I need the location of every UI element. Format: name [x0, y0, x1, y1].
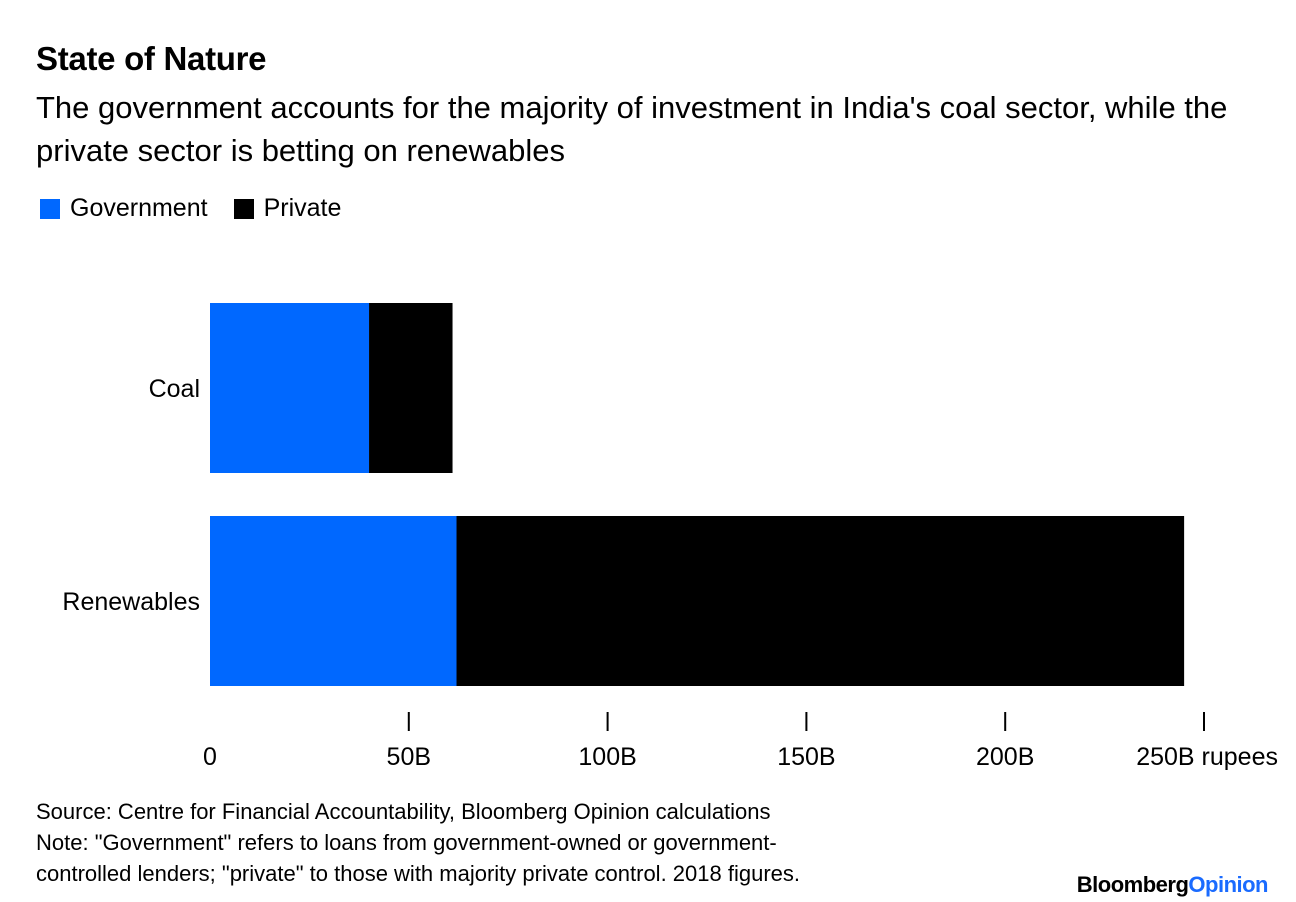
legend-swatch-government — [40, 198, 60, 219]
note-line-2: controlled lenders; "private" to those w… — [36, 861, 800, 886]
x-tick-label-50: 50B — [387, 743, 431, 771]
x-tick-label-100: 100B — [578, 743, 636, 771]
chart-subtitle: The government accounts for the majority… — [36, 90, 1228, 168]
category-label-coal: Coal — [149, 375, 200, 403]
legend-label-private: Private — [263, 194, 342, 222]
category-label-renewables: Renewables — [62, 588, 200, 616]
legend-swatch-private — [233, 198, 254, 219]
chart-title: State of Nature — [36, 40, 267, 77]
x-tick-label-200: 200B — [976, 743, 1034, 771]
bar-renewables-government — [210, 516, 457, 686]
legend-item-government: Government — [40, 194, 208, 223]
bar-renewables-private — [456, 516, 1185, 686]
footer: Source: Centre for Financial Accountabil… — [36, 796, 1036, 889]
legend-item-private: Private — [233, 194, 342, 223]
bar-coal-government — [210, 303, 370, 473]
source-note: Source: Centre for Financial Accountabil… — [36, 799, 771, 824]
x-tick-label-0: 0 — [203, 743, 217, 771]
x-tick-label-250: 250B rupees — [1136, 743, 1278, 771]
legend-label-government: Government — [70, 194, 208, 222]
brand-logo: BloombergOpinion — [1076, 872, 1269, 897]
legend: Government Private — [40, 194, 367, 223]
bar-coal-private — [369, 303, 453, 473]
note-line-1: Note: "Government" refers to loans from … — [36, 830, 777, 855]
x-tick-label-150: 150B — [777, 743, 835, 771]
